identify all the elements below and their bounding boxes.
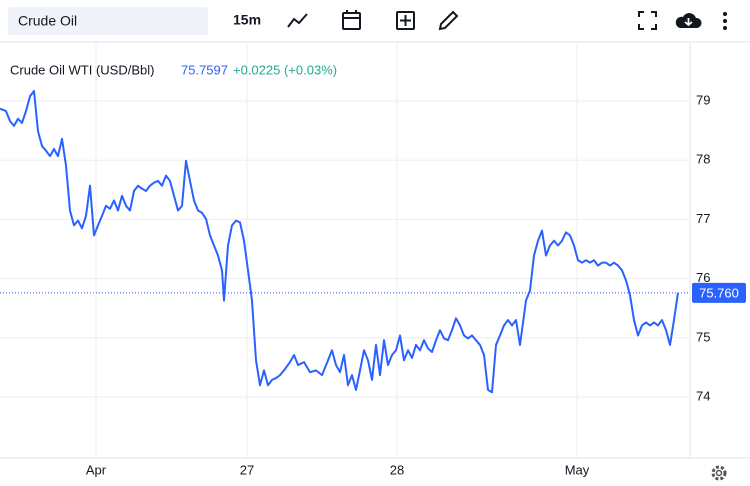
last-price-badge [692,282,746,303]
settings-icon[interactable] [711,465,727,481]
draw-icon[interactable] [438,10,459,31]
search-box[interactable] [8,7,208,35]
price: 75.7597 [181,62,228,77]
price-line [0,89,679,394]
chart-type-icon[interactable] [287,13,308,28]
menu-icon[interactable] [723,12,727,30]
y-tick-label: 78 [696,152,710,167]
y-tick-label: 77 [696,211,710,226]
x-tick-label: Apr [86,462,107,477]
download-icon[interactable] [675,13,702,28]
interval-button[interactable]: 15m [233,12,261,28]
x-tick-label: 28 [390,462,404,477]
calendar-icon[interactable] [342,10,361,30]
y-tick-label: 74 [696,388,710,403]
plot-area: 74 75 76 77 78 79 Apr 27 28 May 75.760 [0,43,750,477]
x-tick-label: 27 [240,462,254,477]
y-tick-label: 79 [696,92,710,107]
y-tick-label: 76 [696,270,710,285]
search-text[interactable]: Crude Oil [18,13,77,29]
symbol-title: Crude Oil WTI (USD/Bbl) [10,62,154,77]
x-tick-label: May [565,462,590,477]
y-tick-label: 75 [696,329,710,344]
fullscreen-icon[interactable] [638,11,657,30]
indicator-icon[interactable] [396,11,415,30]
price-change: +0.0225 (+0.03%) [233,62,337,77]
last-price-label: 75.760 [699,285,739,300]
